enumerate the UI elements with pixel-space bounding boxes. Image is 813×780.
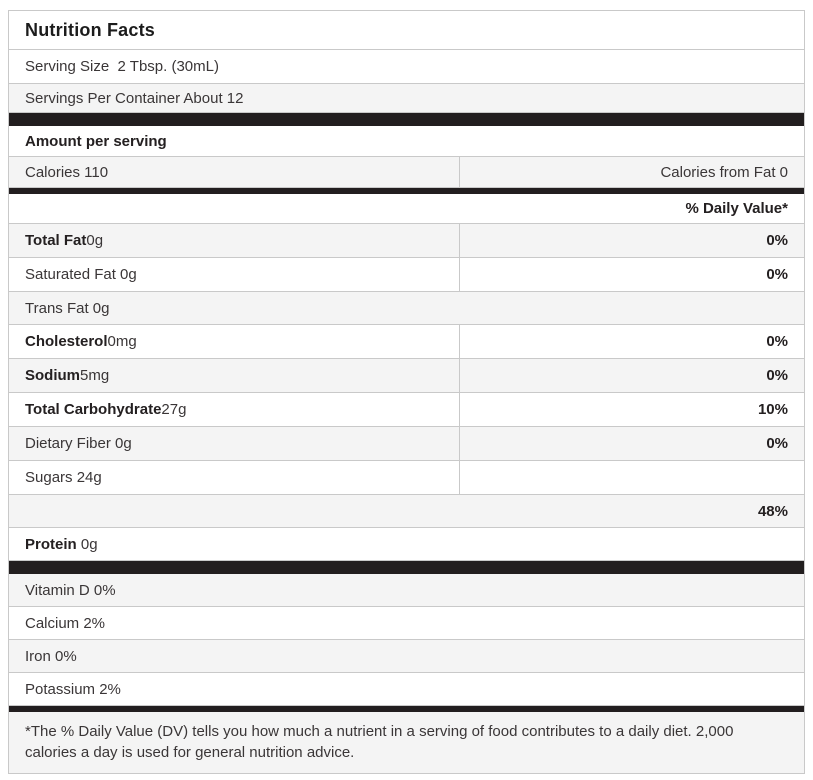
nutrient-daily-value: 0% <box>766 435 788 452</box>
nutrient-daily-value: 0% <box>766 333 788 350</box>
nutrient-name: Saturated Fat 0g <box>9 258 460 291</box>
nutrient-daily-value: 48% <box>757 502 788 520</box>
servings-per-container-row: Servings Per Container About 12 <box>9 84 804 113</box>
micronutrient-row-vitamin-d: Vitamin D 0% <box>9 574 804 607</box>
nutrient-row-total-carbohydrate: Total Carbohydrate 27g 10% <box>9 393 804 427</box>
nutrient-name: Cholesterol 0mg <box>9 325 460 358</box>
separator-bar-top <box>9 113 804 126</box>
nutrient-rows: Total Fat 0g 0% Saturated Fat 0g 0% Trans Fa… <box>9 224 804 561</box>
nutrient-row-cholesterol: Cholesterol 0mg 0% <box>9 325 804 359</box>
servings-per-container-text: Servings Per Container About 12 <box>25 89 244 107</box>
nutrition-facts-label: Nutrition Facts Serving Size 2 Tbsp. (30… <box>8 10 805 774</box>
nutrient-daily-value: 0% <box>766 266 788 283</box>
calories-text: Calories 110 <box>9 157 460 187</box>
nutrient-row-total-fat: Total Fat 0g 0% <box>9 224 804 258</box>
nutrient-name: Trans Fat 0g <box>25 299 110 317</box>
nutrient-row-sugars: Sugars 24g <box>9 461 804 495</box>
page-title: Nutrition Facts <box>25 19 156 40</box>
amount-per-serving-row: Amount per serving <box>9 126 804 157</box>
separator-bar-bottom <box>9 706 804 712</box>
label-title-row: Nutrition Facts <box>9 11 804 50</box>
nutrient-name: Dietary Fiber 0g <box>9 427 460 460</box>
separator-bar-calories <box>9 188 804 194</box>
calories-from-fat-text: Calories from Fat 0 <box>660 163 788 181</box>
serving-size-row: Serving Size 2 Tbsp. (30mL) <box>9 50 804 84</box>
nutrient-daily-value: 10% <box>757 401 788 418</box>
nutrient-daily-value <box>460 461 804 494</box>
nutrient-row-protein: Protein 0g <box>9 528 804 561</box>
nutrient-row-trans-fat: Trans Fat 0g <box>9 292 804 325</box>
nutrient-name: Sodium 5mg <box>9 359 460 392</box>
amount-per-serving-text: Amount per serving <box>25 132 167 150</box>
micronutrient-rows: Vitamin D 0% Calcium 2% Iron 0% Potassium 2… <box>9 574 804 706</box>
nutrient-daily-value: 0% <box>766 232 788 249</box>
micronutrient-text: Calcium 2% <box>25 614 106 632</box>
micronutrient-text: Potassium 2% <box>25 680 121 698</box>
micronutrient-row-iron: Iron 0% <box>9 640 804 673</box>
nutrient-name: Sugars 24g <box>9 461 460 494</box>
nutrient-row-sugars-daily-value: 48% <box>9 495 804 528</box>
nutrient-name: Total Carbohydrate 27g <box>9 393 460 426</box>
serving-size-text: Serving Size 2 Tbsp. (30mL) <box>25 58 219 75</box>
nutrient-name: Protein 0g <box>25 535 98 553</box>
daily-value-header-row: % Daily Value* <box>9 194 804 224</box>
footnote: *The % Daily Value (DV) tells you how mu… <box>9 712 804 773</box>
micronutrient-row-calcium: Calcium 2% <box>9 607 804 640</box>
daily-value-header-text: % Daily Value* <box>685 200 788 217</box>
nutrient-row-sodium: Sodium 5mg 0% <box>9 359 804 393</box>
nutrient-row-dietary-fiber: Dietary Fiber 0g 0% <box>9 427 804 461</box>
nutrient-daily-value: 0% <box>766 367 788 384</box>
micronutrient-row-potassium: Potassium 2% <box>9 673 804 706</box>
calories-row: Calories 110 Calories from Fat 0 <box>9 157 804 188</box>
micronutrient-text: Vitamin D 0% <box>25 581 116 599</box>
separator-bar-middle <box>9 561 804 574</box>
micronutrient-text: Iron 0% <box>25 647 77 665</box>
nutrient-row-saturated-fat: Saturated Fat 0g 0% <box>9 258 804 292</box>
nutrient-name: Total Fat 0g <box>9 224 460 257</box>
